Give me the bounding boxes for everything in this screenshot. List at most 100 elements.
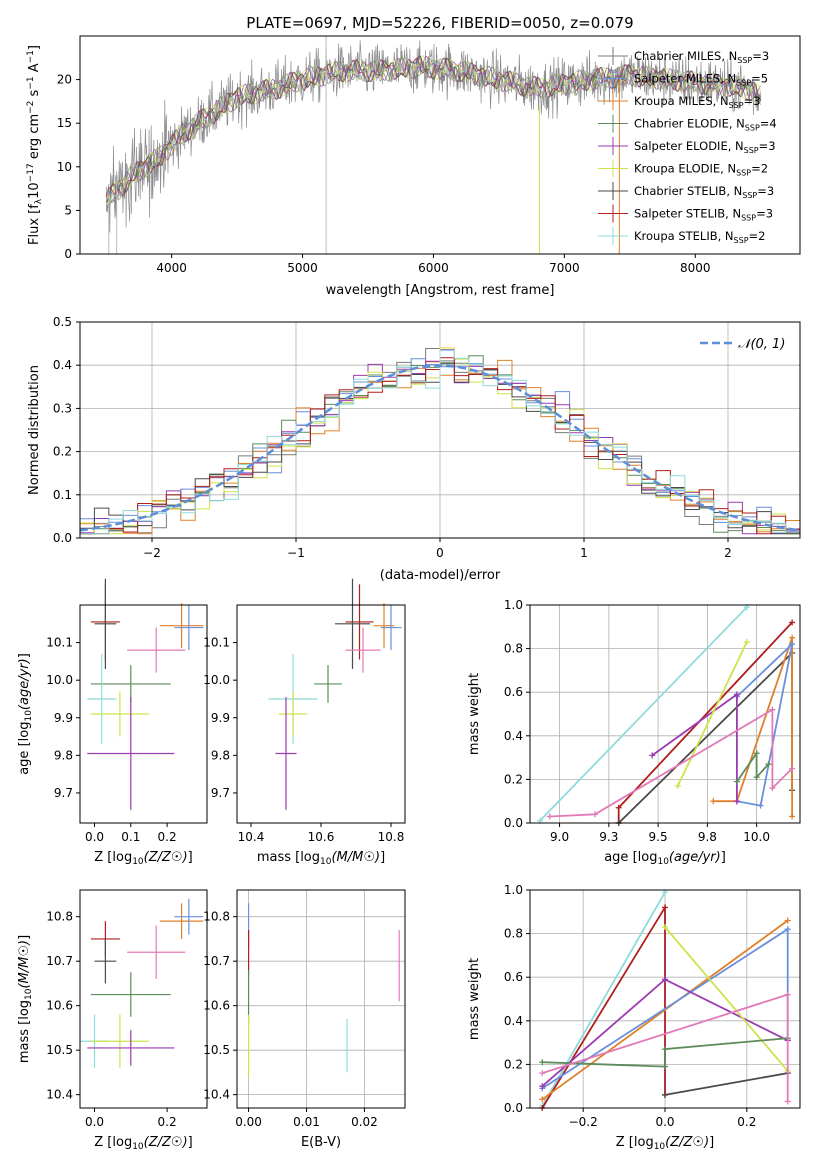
x-tick-label: 5000 — [287, 261, 318, 275]
weight-line — [713, 637, 793, 817]
y-tick-label: 10.8 — [46, 910, 73, 924]
x-tick-label: 10.8 — [378, 830, 405, 844]
y-tick-label: 0.0 — [504, 816, 523, 830]
plot-area — [236, 604, 406, 824]
spectrum-data-line — [105, 40, 762, 233]
mass_vs_Z-panel: 0.0 0.2 10.4 10.5 10.6 10.7 10.8 Z [log10(Z/Z☉)… — [17, 889, 208, 1152]
x-tick-label: 0.2 — [737, 1115, 756, 1129]
mass_vs_ebv-panel: 0.00 0.01 0.02 10.4 10.5 10.6 10.7 10.8 E(B-V) — [203, 889, 406, 1150]
y-tick-label: 9.9 — [211, 711, 230, 725]
y-tick-label: 10.4 — [46, 1088, 73, 1102]
x-tick-label: 9.0 — [550, 830, 569, 844]
weight-line — [664, 926, 789, 1072]
x-tick-label: 0 — [436, 546, 444, 560]
spectrum-lines — [105, 36, 762, 254]
spectrum-model-line — [105, 55, 762, 203]
age_vs_Z-panel: 0.0 0.1 0.2 9.7 9.8 9.9 10.0 10.1 Z [log10(Z/Z☉)… — [17, 578, 208, 867]
x-tick-label: 9.5 — [649, 830, 668, 844]
x-tick-label: −0.2 — [569, 1115, 598, 1129]
y-tick-label: 9.7 — [54, 786, 73, 800]
y-tick-label: 0.8 — [504, 927, 523, 941]
y-axis-label: mass weight — [467, 958, 482, 1040]
y-tick-label: 10.7 — [46, 954, 73, 968]
x-tick-label: 10.0 — [743, 830, 770, 844]
x-tick-label: 8000 — [680, 261, 711, 275]
y-tick-label: 10.5 — [46, 1043, 73, 1057]
y-tick-label: 0.4 — [53, 358, 72, 372]
y-tick-label: 10.1 — [46, 636, 73, 650]
y-tick-label: 10.5 — [203, 1043, 230, 1057]
x-tick-label: 0.02 — [351, 1115, 378, 1129]
mass_weight_vs_age-panel: 9.0 9.3 9.5 9.8 10.0 0.0 0.2 0.4 0.6 0.8 1.0 age [l… — [467, 598, 801, 867]
y-tick-label: 10.7 — [203, 954, 230, 968]
x-tick-label: 0.00 — [235, 1115, 262, 1129]
y-tick-label: 0.3 — [53, 401, 72, 415]
x-tick-label: −2 — [143, 546, 161, 560]
y-axis-label: mass [log10(M/M☉)] — [17, 935, 34, 1063]
y-tick-label: 5 — [64, 203, 72, 217]
x-tick-label: 10.6 — [308, 830, 335, 844]
weight-line — [539, 606, 748, 822]
y-tick-label: 10.8 — [203, 910, 230, 924]
y-tick-label: 10.4 — [203, 1088, 230, 1102]
y-tick-label: 0.6 — [504, 970, 523, 984]
plot-area — [529, 604, 801, 824]
x-tick-label: 0.2 — [158, 1115, 177, 1129]
y-tick-label: 1.0 — [504, 598, 523, 612]
x-axis-label: Z [log10(Z/Z☉)] — [94, 850, 192, 867]
y-tick-label: 10.0 — [46, 673, 73, 687]
x-tick-label: 9.3 — [599, 830, 618, 844]
y-tick-label: 0.2 — [504, 772, 523, 786]
y-tick-label: 9.7 — [211, 786, 230, 800]
x-axis-label: Z [log10(Z/Z☉)] — [94, 1135, 192, 1152]
legend-label: Kroupa ELODIE, NSSP=2 — [634, 162, 768, 178]
weight-line — [541, 891, 666, 1107]
y-tick-label: 10.0 — [203, 673, 230, 687]
y-tick-label: 10.6 — [203, 999, 230, 1013]
x-tick-label: 10.4 — [238, 830, 265, 844]
x-tick-label: 0.0 — [85, 830, 104, 844]
y-tick-label: 0.6 — [504, 685, 523, 699]
normal-distribution-curve — [79, 364, 801, 532]
mass_weight_vs_Z-panel: −0.2 0.0 0.2 0.0 0.2 0.4 0.6 0.8 1.0 Z [log10(Z/Z… — [467, 883, 801, 1152]
x-tick-label: 9.8 — [698, 830, 717, 844]
y-tick-label: 10.6 — [46, 999, 73, 1013]
x-axis-label: mass [log10(M/M☉)] — [257, 850, 385, 867]
y-tick-label: 0.4 — [504, 729, 523, 743]
x-axis-label: Z [log10(Z/Z☉)] — [616, 1135, 714, 1152]
spectrum-panel: PLATE=0697, MJD=52226, FIBERID=0050, z=0… — [26, 14, 801, 298]
residuals-y-axis-label: Normed distribution — [27, 365, 42, 495]
x-axis-label: age [log10(age/yr)] — [604, 850, 726, 867]
legend-label: Salpeter MILES, NSSP=5 — [634, 72, 768, 88]
y-tick-label: 9.9 — [54, 711, 73, 725]
x-tick-label: 4000 — [156, 261, 187, 275]
x-tick-label: 0.1 — [121, 830, 140, 844]
legend-label: Chabrier MILES, NSSP=3 — [634, 49, 769, 65]
residuals-legend: 𝒩(0, 1) — [700, 337, 785, 352]
residuals-x-axis-label: (data-model)/error — [380, 568, 501, 583]
y-tick-label: 10 — [57, 160, 72, 174]
spectrum-title: PLATE=0697, MJD=52226, FIBERID=0050, z=0… — [246, 14, 633, 32]
y-tick-label: 0.5 — [53, 315, 72, 329]
y-tick-label: 0 — [64, 247, 72, 261]
legend-label: Salpeter STELIB, NSSP=3 — [634, 207, 773, 223]
y-tick-label: 0.4 — [504, 1014, 523, 1028]
y-tick-label: 0.2 — [53, 445, 72, 459]
spectrum-x-axis-label: wavelength [Angstrom, rest frame] — [326, 283, 555, 298]
y-tick-label: 9.8 — [211, 748, 230, 762]
y-tick-label: 15 — [57, 116, 72, 130]
residual-histogram — [80, 350, 800, 535]
y-tick-label: 10.1 — [203, 636, 230, 650]
parameter-panels: 0.0 0.1 0.2 9.7 9.8 9.9 10.0 10.1 Z [log10(Z/Z☉)… — [17, 578, 801, 1152]
x-tick-label: 7000 — [549, 261, 580, 275]
legend-label: Chabrier STELIB, NSSP=3 — [634, 184, 774, 200]
spectrum-y-axis-label: Flux [fλ10−17 erg cm−2 s−1 A−1] — [26, 45, 44, 245]
plot-area — [79, 889, 208, 1109]
x-tick-label: 0.0 — [655, 1115, 674, 1129]
y-axis-label: mass weight — [467, 673, 482, 755]
weight-line — [617, 621, 793, 823]
residuals-ticks: −2 −1 0 1 2 0.0 0.1 0.2 0.3 0.4 0.5 — [53, 315, 732, 560]
plot-area — [236, 889, 406, 1109]
legend-label: Kroupa MILES, NSSP=3 — [634, 94, 760, 110]
